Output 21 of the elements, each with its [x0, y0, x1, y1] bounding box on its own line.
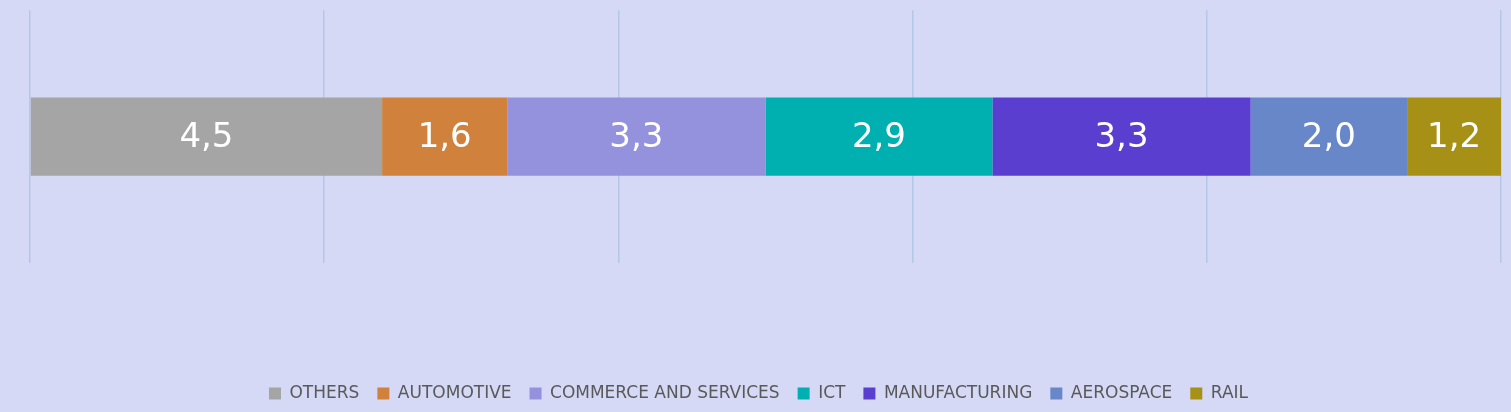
bar: [765, 97, 993, 176]
legend-label: OTHERS: [289, 381, 360, 402]
legend-label: RAIL: [1210, 381, 1249, 402]
bar: [30, 97, 383, 176]
data-label: 3,3: [609, 115, 664, 156]
data-label: 4,5: [179, 115, 234, 156]
legend-label: ICT: [818, 381, 847, 402]
data-label: 3,3: [1094, 115, 1149, 156]
data-label: 2,0: [1301, 115, 1356, 156]
bar: [1250, 97, 1408, 176]
bar: [1407, 97, 1501, 176]
bar: [382, 97, 508, 176]
bar: [507, 97, 766, 176]
legend-label: AUTOMOTIVE: [397, 381, 512, 402]
bar: [992, 97, 1251, 176]
legend-label: MANUFACTURING: [883, 381, 1033, 402]
legend-label: COMMERCE AND SERVICES: [550, 381, 780, 402]
legend-label: AEROSPACE: [1070, 381, 1173, 402]
data-label: 2,9: [851, 115, 906, 156]
data-label: 1,6: [417, 115, 472, 156]
data-label: 1,2: [1427, 115, 1482, 156]
